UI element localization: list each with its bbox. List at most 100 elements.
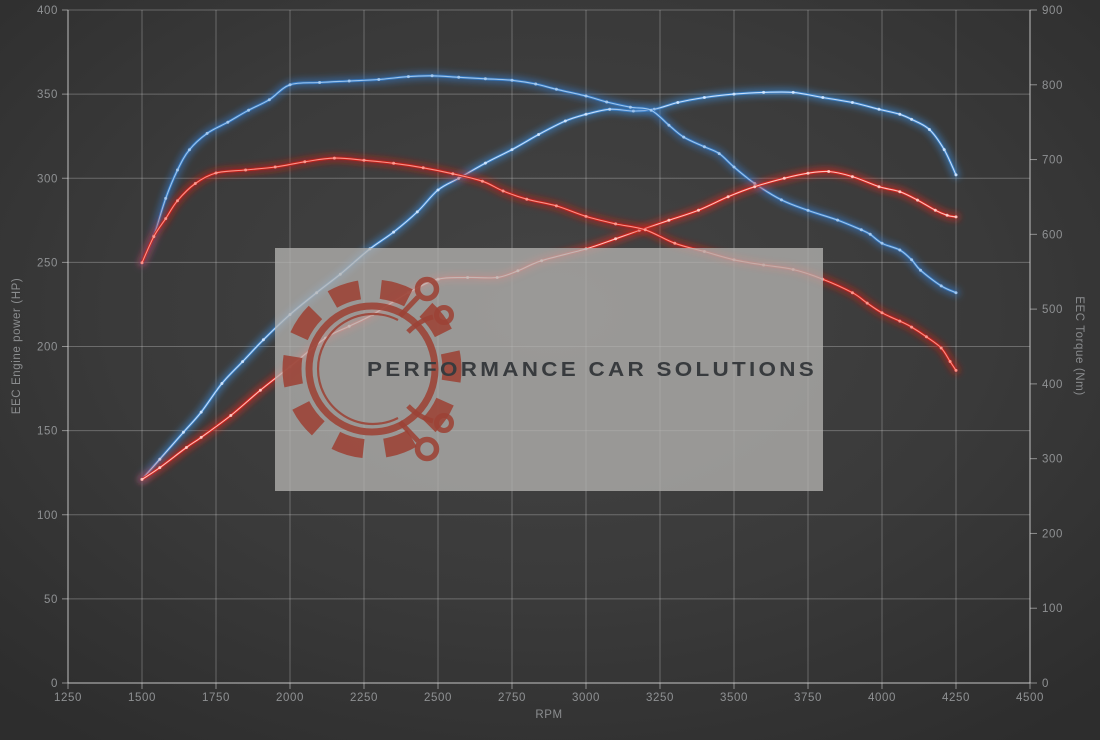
right-tick-label: 0 — [1042, 678, 1049, 690]
data-point-blue-torque-nm — [205, 131, 209, 135]
data-point-red-torque-nm — [910, 325, 914, 329]
data-point-blue-torque-nm — [717, 152, 721, 156]
data-point-red-torque-nm — [421, 166, 425, 170]
gear-circuit-logo-icon — [282, 276, 462, 462]
data-point-red-power-hp — [877, 185, 881, 189]
data-point-red-power-hp — [667, 218, 671, 222]
data-point-blue-torque-nm — [806, 208, 810, 212]
right-tick-label: 900 — [1042, 5, 1063, 17]
left-tick-label: 250 — [37, 257, 58, 269]
data-point-red-torque-nm — [643, 228, 647, 232]
right-tick-label: 400 — [1042, 379, 1063, 391]
left-tick-label: 150 — [37, 426, 58, 438]
x-tick-label: 3500 — [720, 692, 748, 704]
x-tick-label: 3000 — [572, 692, 600, 704]
data-point-blue-torque-nm — [702, 145, 706, 149]
data-point-blue-power-hp — [563, 119, 567, 123]
data-point-red-torque-nm — [480, 179, 484, 183]
data-point-red-torque-nm — [614, 222, 618, 226]
x-tick-label: 2000 — [276, 692, 304, 704]
data-point-blue-power-hp — [910, 117, 914, 121]
data-point-blue-power-hp — [942, 148, 946, 152]
x-tick-label: 1500 — [128, 692, 156, 704]
right-tick-label: 600 — [1042, 229, 1063, 241]
left-tick-label: 0 — [51, 678, 58, 690]
data-point-blue-torque-nm — [584, 94, 588, 98]
data-point-blue-power-hp — [436, 188, 440, 192]
data-point-blue-power-hp — [483, 161, 487, 165]
left-tick-label: 400 — [37, 5, 58, 17]
data-point-red-torque-nm — [164, 217, 168, 221]
data-point-red-torque-nm — [939, 346, 943, 350]
left-tick-label: 100 — [37, 510, 58, 522]
right-tick-label: 200 — [1042, 528, 1063, 540]
data-point-red-power-hp — [945, 213, 949, 217]
data-point-red-power-hp — [258, 388, 262, 392]
data-point-blue-torque-nm — [457, 75, 461, 79]
left-tick-label: 50 — [44, 594, 58, 606]
curve-red-torque-nm — [137, 153, 961, 375]
data-point-blue-torque-nm — [836, 218, 840, 222]
data-point-blue-power-hp — [608, 107, 612, 111]
data-point-blue-power-hp — [392, 230, 396, 234]
right-axis-title: EEC Torque (Nm) — [1073, 296, 1085, 396]
data-point-blue-torque-nm — [649, 108, 653, 112]
data-point-blue-torque-nm — [554, 87, 558, 91]
data-point-blue-torque-nm — [247, 108, 251, 112]
data-point-blue-torque-nm — [288, 83, 292, 87]
x-tick-label: 1750 — [202, 692, 230, 704]
data-point-blue-torque-nm — [868, 232, 872, 236]
data-point-blue-power-hp — [702, 96, 706, 99]
data-point-red-power-hp — [806, 171, 810, 175]
data-point-blue-torque-nm — [779, 198, 783, 202]
data-point-blue-power-hp — [791, 90, 795, 94]
watermark-text: PERFORMANCE CAR SOLUTIONS — [367, 358, 817, 381]
data-point-red-power-hp — [140, 477, 144, 481]
data-point-red-power-hp — [697, 208, 700, 212]
x-axis-title: RPM — [535, 709, 562, 721]
data-point-blue-power-hp — [850, 101, 854, 104]
data-point-blue-power-hp — [510, 148, 514, 152]
data-point-blue-power-hp — [261, 338, 265, 342]
data-point-blue-power-hp — [821, 96, 825, 99]
data-point-blue-torque-nm — [406, 75, 410, 79]
data-point-red-torque-nm — [193, 182, 197, 185]
data-point-blue-power-hp — [241, 360, 245, 364]
data-point-red-power-hp — [158, 466, 162, 470]
data-point-blue-power-hp — [898, 112, 902, 116]
data-point-blue-power-hp — [676, 101, 680, 104]
data-point-red-torque-nm — [140, 261, 144, 265]
data-point-blue-power-hp — [220, 382, 224, 385]
left-tick-label: 300 — [37, 173, 58, 185]
data-point-red-torque-nm — [673, 241, 677, 245]
data-point-red-power-hp — [753, 185, 757, 189]
data-point-blue-torque-nm — [267, 98, 271, 102]
x-tick-label: 3250 — [646, 692, 674, 704]
data-point-blue-power-hp — [954, 173, 958, 177]
data-point-blue-torque-nm — [226, 120, 230, 124]
x-tick-label: 4250 — [942, 692, 970, 704]
data-point-blue-torque-nm — [628, 105, 632, 109]
data-point-red-torque-nm — [525, 197, 529, 201]
x-tick-label: 4500 — [1016, 692, 1044, 704]
data-point-red-power-hp — [954, 215, 958, 219]
data-point-red-torque-nm — [954, 368, 958, 372]
data-point-blue-torque-nm — [164, 196, 168, 200]
data-point-red-torque-nm — [501, 189, 505, 193]
x-tick-label: 2750 — [498, 692, 526, 704]
curve-core-red-torque-nm — [141, 157, 957, 371]
data-point-red-torque-nm — [176, 199, 179, 203]
data-point-red-power-hp — [827, 170, 831, 173]
data-point-blue-power-hp — [181, 430, 185, 434]
left-axis-title: EEC Engine power (HP) — [11, 278, 23, 415]
x-tick-label: 2250 — [350, 692, 378, 704]
data-point-blue-power-hp — [877, 107, 881, 111]
data-point-red-torque-nm — [244, 168, 248, 172]
data-point-red-power-hp — [199, 435, 203, 439]
data-point-blue-power-hp — [762, 90, 766, 94]
data-point-blue-torque-nm — [483, 77, 487, 81]
data-point-blue-torque-nm — [187, 148, 191, 152]
data-point-red-torque-nm — [850, 291, 854, 295]
data-point-red-torque-nm — [152, 235, 156, 239]
